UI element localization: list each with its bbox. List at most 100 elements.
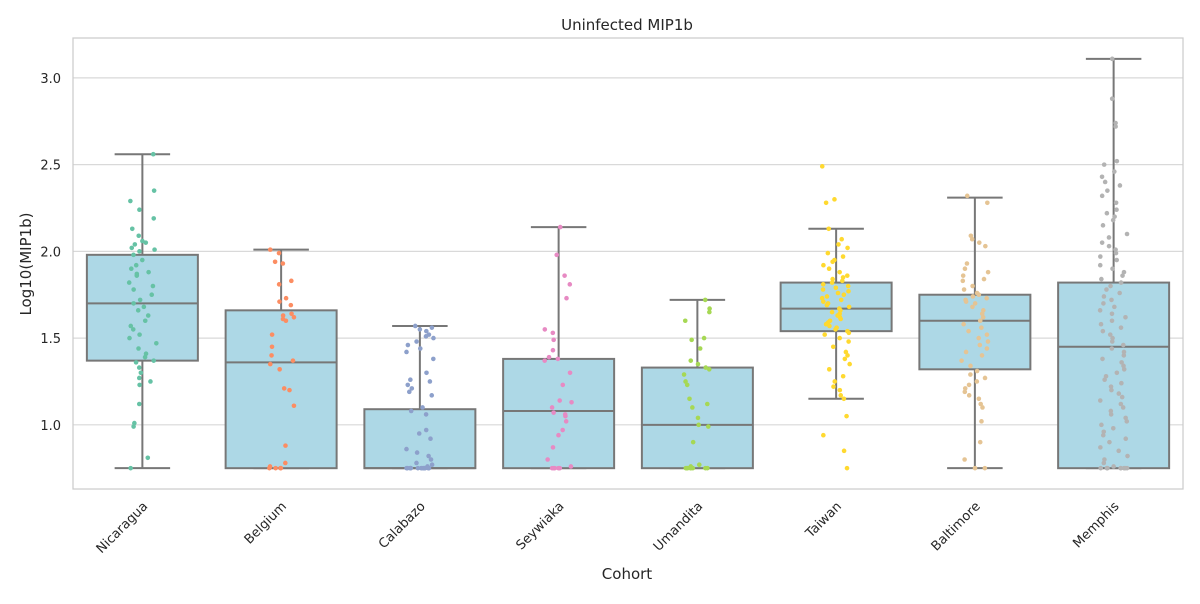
data-point: [959, 358, 964, 363]
data-point: [1124, 419, 1130, 424]
data-point: [567, 370, 573, 376]
data-point: [421, 465, 427, 471]
data-point: [133, 262, 139, 268]
data-point: [557, 224, 563, 230]
data-point: [976, 292, 982, 298]
iqr-box: [1057, 281, 1171, 470]
data-point: [836, 242, 841, 247]
data-point: [1118, 325, 1124, 330]
data-point: [1099, 174, 1105, 180]
data-point: [827, 323, 832, 329]
data-point: [1108, 408, 1114, 414]
data-point: [688, 465, 694, 471]
data-point: [283, 318, 289, 324]
data-point: [969, 236, 975, 242]
data-point: [426, 453, 431, 459]
x-tick-label: Memphis: [1070, 499, 1122, 551]
data-point: [843, 349, 849, 355]
data-point: [1104, 210, 1110, 216]
data-point: [277, 299, 282, 304]
data-point: [1108, 412, 1114, 417]
data-point: [408, 408, 414, 414]
data-point: [695, 361, 701, 367]
data-point: [1114, 158, 1120, 164]
data-point: [830, 344, 836, 350]
data-point: [689, 337, 694, 343]
data-point: [414, 450, 420, 455]
box-taiwan: [779, 227, 893, 400]
points-memphis: [1097, 56, 1130, 471]
data-point: [557, 398, 562, 403]
data-point: [135, 308, 141, 313]
data-point: [820, 287, 826, 292]
data-point: [406, 389, 412, 395]
data-point: [1109, 311, 1115, 317]
data-point: [1102, 377, 1107, 383]
data-point: [962, 457, 967, 462]
data-point: [289, 311, 294, 317]
data-point: [840, 275, 846, 280]
data-point: [978, 401, 984, 407]
data-point: [841, 292, 847, 298]
data-point: [979, 419, 984, 424]
data-point: [1107, 332, 1113, 337]
data-point: [420, 405, 425, 410]
data-point: [706, 424, 711, 429]
data-point: [289, 278, 294, 284]
data-point: [962, 266, 968, 272]
data-point: [960, 273, 966, 278]
data-point: [269, 344, 275, 350]
data-point: [278, 465, 284, 471]
data-point: [1099, 193, 1105, 199]
data-point: [569, 399, 574, 405]
data-point: [1121, 349, 1127, 355]
data-point: [428, 457, 434, 462]
data-point: [143, 351, 149, 357]
data-point: [431, 356, 436, 362]
box-baltimore: [918, 196, 1032, 470]
data-point: [696, 422, 701, 428]
data-point: [1109, 56, 1115, 62]
data-point: [825, 250, 831, 256]
data-point: [142, 354, 148, 360]
data-point: [1116, 391, 1122, 396]
data-point: [136, 401, 142, 407]
data-point: [1104, 465, 1110, 471]
data-point: [979, 353, 985, 358]
data-point: [134, 273, 140, 278]
data-point: [830, 259, 835, 265]
data-point: [404, 349, 409, 355]
points-seywiaka: [542, 224, 574, 471]
data-point: [1119, 380, 1124, 386]
data-point: [702, 297, 708, 303]
points-belgium: [267, 247, 297, 471]
data-point: [1116, 448, 1122, 454]
data-point: [831, 384, 836, 389]
data-point: [977, 342, 983, 348]
data-point: [846, 304, 852, 310]
data-point: [840, 373, 846, 379]
data-point: [564, 295, 569, 301]
data-point: [145, 455, 151, 461]
data-point: [151, 358, 157, 363]
data-point: [139, 257, 145, 263]
y-tick-label: 1.5: [40, 332, 61, 347]
data-point: [415, 465, 421, 471]
x-tick-labels: Nicaragua Belgium Calabazo Seywiaka Umandita…: [94, 499, 1123, 557]
data-point: [137, 249, 142, 254]
data-point: [824, 294, 830, 299]
data-point: [841, 396, 847, 402]
data-point: [145, 313, 151, 318]
data-point: [970, 283, 975, 289]
data-point: [1104, 287, 1109, 292]
data-point: [964, 261, 970, 266]
data-point: [685, 465, 690, 471]
points-umandita: [681, 297, 712, 471]
data-point: [1100, 328, 1106, 334]
data-point: [846, 339, 851, 344]
data-point: [131, 252, 136, 258]
data-point: [408, 377, 413, 383]
data-point: [1099, 276, 1104, 282]
data-point: [688, 358, 694, 363]
box-seywiaka: [502, 226, 616, 470]
